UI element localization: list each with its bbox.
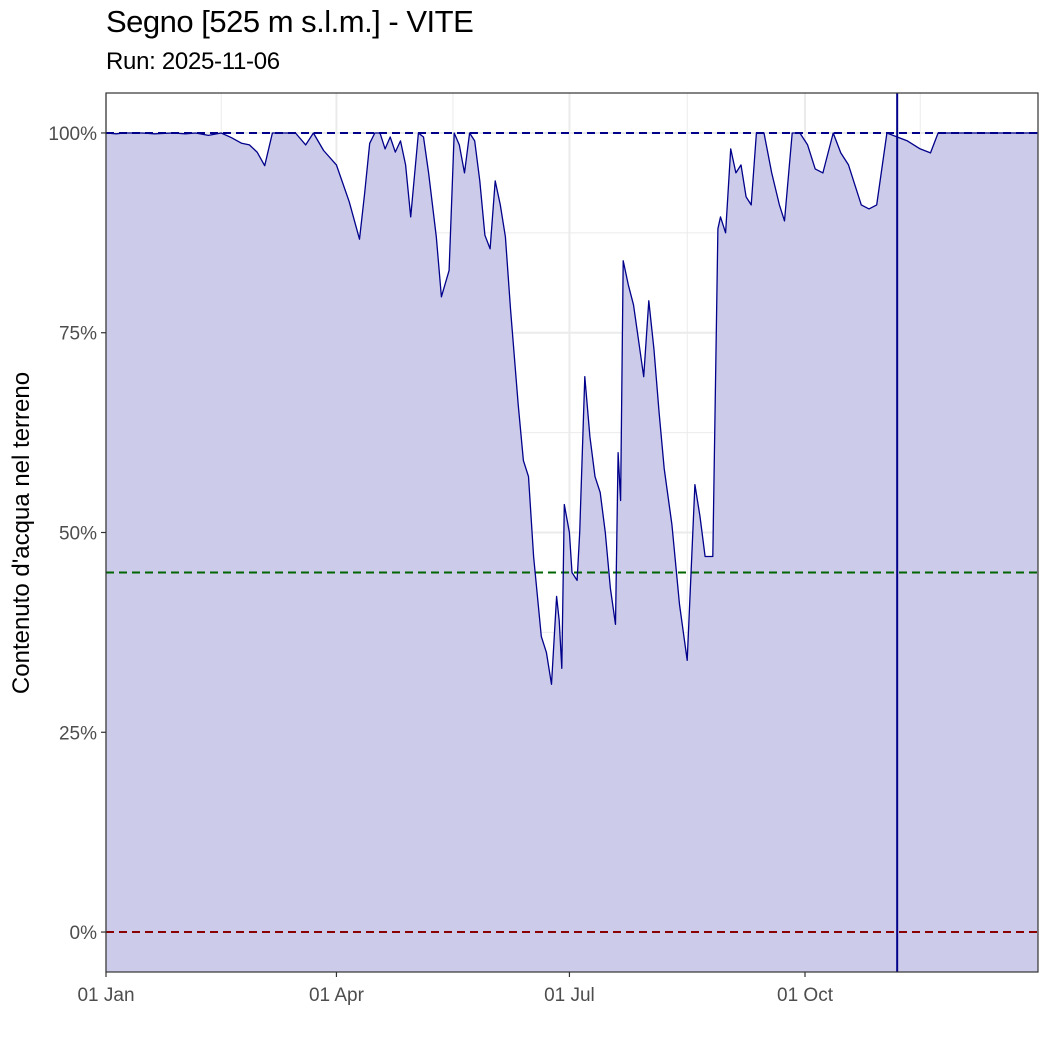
x-tick-label: 01 Apr xyxy=(309,985,365,1006)
x-tick-label: 01 Oct xyxy=(777,985,834,1006)
soil-water-line xyxy=(105,132,1038,685)
x-tick-label: 01 Jul xyxy=(544,985,595,1006)
y-tick-label: 25% xyxy=(59,723,97,744)
y-tick-label: 0% xyxy=(70,923,98,944)
chart-subtitle: Run: 2025-11-06 xyxy=(106,48,280,75)
x-tick-label: 01 Jan xyxy=(77,985,134,1006)
chart-title: Segno [525 m s.l.m.] - VITE xyxy=(106,4,474,39)
y-tick-label: 50% xyxy=(59,524,97,545)
y-tick-label: 100% xyxy=(48,124,97,145)
soil-water-area xyxy=(106,133,1038,972)
y-tick-label: 75% xyxy=(59,324,97,345)
